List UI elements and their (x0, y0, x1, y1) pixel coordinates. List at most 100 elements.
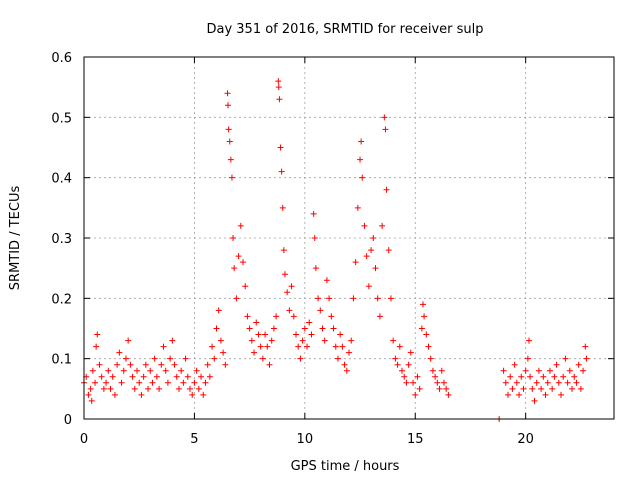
data-point (129, 373, 136, 380)
data-point (317, 307, 324, 314)
data-point (225, 126, 232, 133)
data-point (354, 204, 361, 211)
data-point (507, 373, 514, 380)
x-tick-label: 10 (297, 432, 314, 447)
data-point (103, 379, 110, 386)
data-point (376, 313, 383, 320)
data-point (301, 325, 308, 332)
data-point (164, 379, 171, 386)
data-point (140, 373, 147, 380)
x-tick-label: 0 (80, 432, 88, 447)
data-point (542, 391, 549, 398)
data-point (96, 361, 103, 368)
data-point (131, 385, 138, 392)
data-point (379, 222, 386, 229)
data-point (407, 349, 414, 356)
data-point (281, 271, 288, 278)
data-point (392, 355, 399, 362)
axis-ticks: 0 0.1 0.2 0.3 0.4 0.5 0.6 0 5 10 15 20 (51, 51, 614, 447)
data-point (429, 367, 436, 374)
data-point (233, 295, 240, 302)
data-point (513, 379, 520, 386)
data-point (280, 247, 287, 254)
data-point (365, 283, 372, 290)
data-point (438, 367, 445, 374)
data-point (257, 343, 264, 350)
data-point (390, 337, 397, 344)
data-point (306, 319, 313, 326)
data-point (358, 138, 365, 145)
data-point (524, 355, 531, 362)
data-point (118, 379, 125, 386)
data-point (169, 337, 176, 344)
data-point (359, 174, 366, 181)
data-point (549, 385, 556, 392)
data-point (138, 391, 145, 398)
data-point (276, 96, 283, 103)
data-point (173, 373, 180, 380)
data-point (511, 361, 518, 368)
data-point (348, 337, 355, 344)
data-point (211, 355, 218, 362)
data-point (237, 222, 244, 229)
data-point (105, 367, 112, 374)
data-point (350, 295, 357, 302)
data-point (432, 373, 439, 380)
data-point (262, 331, 269, 338)
data-point (531, 397, 538, 404)
y-tick-label: 0.4 (51, 172, 72, 187)
data-point (505, 391, 511, 398)
grid-lines (84, 57, 614, 419)
data-point (326, 295, 333, 302)
data-point (500, 367, 507, 374)
data-point (540, 373, 547, 380)
data-point (151, 355, 158, 362)
data-point (423, 331, 430, 338)
data-point (399, 367, 405, 374)
x-axis-label: GPS time / hours (291, 459, 400, 474)
data-point (88, 397, 95, 404)
data-point (370, 235, 377, 241)
data-point (227, 156, 234, 163)
data-point (575, 361, 582, 368)
data-point (184, 373, 191, 380)
data-point (136, 379, 143, 386)
data-point (275, 84, 282, 91)
data-point (180, 379, 187, 386)
x-tick-label: 5 (190, 432, 198, 447)
data-point (308, 331, 315, 338)
data-point (244, 313, 251, 320)
data-point (295, 343, 302, 350)
data-point (286, 307, 293, 314)
data-point (134, 367, 140, 374)
data-point (319, 325, 326, 332)
data-point (416, 385, 423, 392)
data-point (330, 325, 337, 332)
data-point (200, 391, 207, 398)
data-point (372, 265, 379, 272)
data-point (414, 373, 421, 380)
data-point (562, 355, 569, 362)
data-point (100, 385, 107, 392)
data-point (558, 391, 564, 398)
data-point (109, 373, 116, 380)
data-point (242, 283, 249, 290)
data-point (279, 204, 286, 211)
data-point (337, 331, 344, 338)
data-point (577, 385, 584, 392)
data-point (434, 379, 441, 386)
data-point (352, 259, 359, 266)
data-point (94, 331, 101, 338)
data-point (209, 343, 216, 350)
data-point (171, 361, 178, 368)
data-point (156, 385, 163, 392)
data-point (323, 277, 330, 284)
data-point (122, 355, 129, 362)
data-point (427, 355, 434, 362)
data-point (357, 156, 364, 163)
data-point (310, 210, 317, 217)
data-point (315, 295, 322, 302)
data-point (116, 349, 123, 356)
data-point (297, 355, 304, 362)
